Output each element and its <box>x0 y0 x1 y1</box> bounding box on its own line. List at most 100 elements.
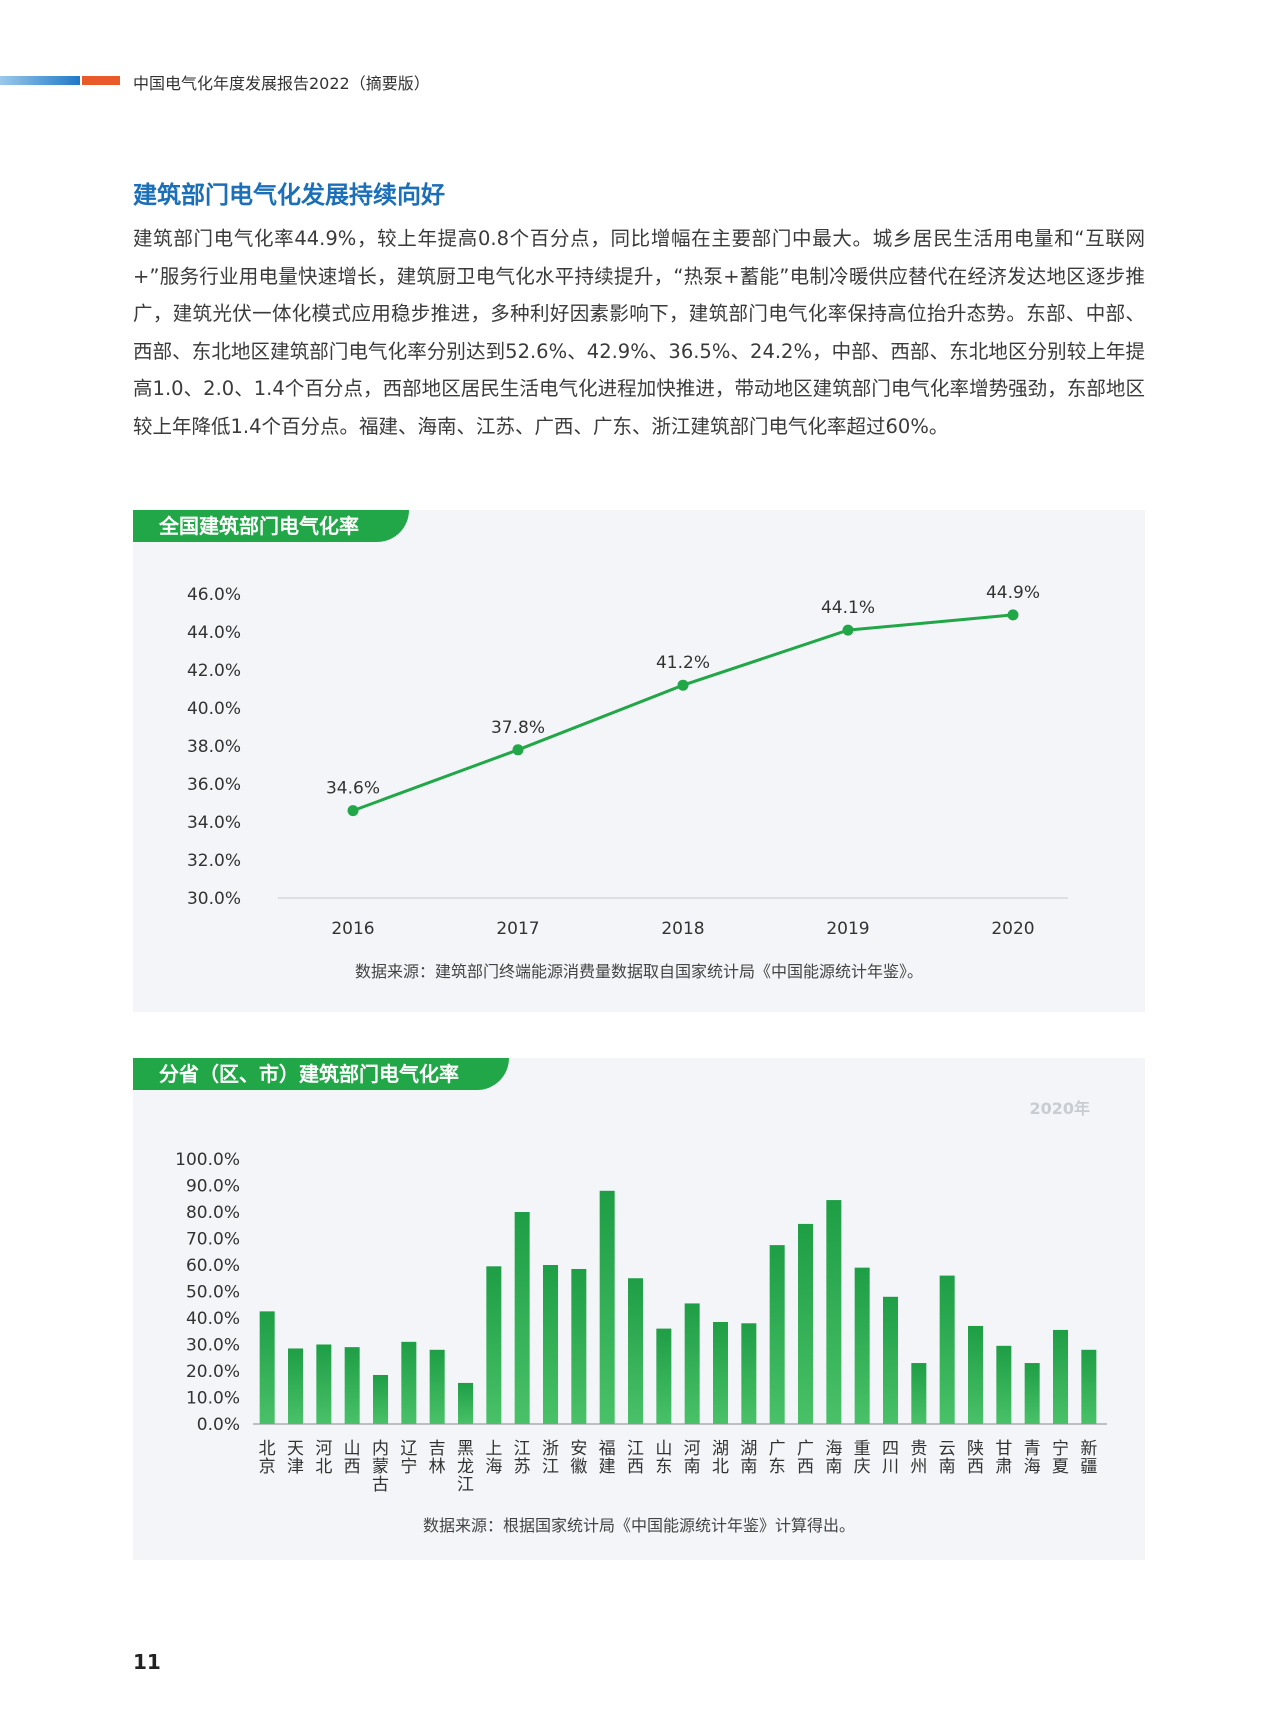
national-chart-source: 数据来源：建筑部门终端能源消费量数据取自国家统计局《中国能源统计年鉴》。 <box>354 962 923 981</box>
y-tick-label: 38.0% <box>187 737 241 757</box>
x-tick-label: 2016 <box>331 919 374 939</box>
x-tick-label: 河南 <box>684 1439 701 1477</box>
bar <box>316 1344 332 1424</box>
bar <box>288 1348 303 1424</box>
page-number: 11 <box>133 1650 161 1674</box>
y-tick-label: 50.0% <box>186 1283 240 1303</box>
y-tick-label: 100.0% <box>175 1150 240 1170</box>
bar <box>1053 1329 1068 1424</box>
y-tick-label: 32.0% <box>187 851 241 871</box>
y-tick-label: 46.0% <box>187 585 241 605</box>
bar <box>769 1245 785 1424</box>
y-tick-label: 42.0% <box>187 661 241 681</box>
data-point <box>347 805 359 817</box>
header-accent-bar-orange <box>82 76 120 85</box>
x-tick-label: 内蒙古 <box>372 1439 389 1495</box>
bar <box>883 1296 898 1424</box>
bar <box>939 1275 955 1424</box>
x-tick-label: 宁夏 <box>1052 1439 1069 1477</box>
x-tick-label: 云南 <box>939 1439 956 1477</box>
x-tick-label: 青海 <box>1024 1439 1041 1477</box>
y-tick-label: 20.0% <box>186 1362 240 1382</box>
bar <box>741 1323 757 1424</box>
x-tick-label: 2018 <box>661 919 704 939</box>
x-tick-label: 陕西 <box>967 1439 984 1477</box>
report-header-title: 中国电气化年度发展报告2022（摘要版） <box>133 74 430 93</box>
bar <box>259 1311 275 1424</box>
bar <box>713 1321 728 1424</box>
y-tick-label: 34.0% <box>187 813 241 833</box>
y-tick-label: 44.0% <box>187 623 241 643</box>
x-tick-label: 上海 <box>485 1439 502 1477</box>
x-tick-label: 海南 <box>825 1439 842 1477</box>
bar <box>599 1190 615 1424</box>
x-tick-label: 山西 <box>344 1439 361 1477</box>
bar <box>571 1268 587 1424</box>
data-label: 34.6% <box>326 779 380 799</box>
provincial-chart-panel: 分省（区、市）建筑部门电气化率 2020年 0.0% 10.0% 20.0% 30.0… <box>133 1058 1145 1560</box>
bar <box>429 1349 445 1424</box>
data-label: 41.2% <box>656 653 710 673</box>
chart-year-note: 2020年 <box>1029 1099 1090 1118</box>
y-tick-label: 30.0% <box>186 1336 240 1356</box>
y-tick-label: 90.0% <box>186 1177 240 1197</box>
bar <box>514 1212 530 1424</box>
data-label: 37.8% <box>491 718 545 738</box>
x-tick-label: 浙江 <box>542 1439 559 1477</box>
bar <box>401 1341 417 1424</box>
x-tick-label: 2017 <box>496 919 539 939</box>
y-tick-label: 0.0% <box>197 1415 240 1435</box>
x-tick-label: 福建 <box>599 1439 616 1477</box>
x-tick-label: 四川 <box>882 1439 899 1477</box>
provincial-bar-chart: 0.0% 10.0% 20.0% 30.0% 40.0% 50.0% 60.0% 70.0% 8… <box>175 1150 1107 1495</box>
x-tick-label: 河北 <box>315 1439 332 1477</box>
x-tick-label: 山东 <box>655 1439 672 1477</box>
provincial-chart-title-tag: 分省（区、市）建筑部门电气化率 <box>133 1058 519 1090</box>
data-label: 44.1% <box>821 598 875 618</box>
x-tick-label: 黑龙江 <box>457 1439 474 1495</box>
x-tick-label: 重庆 <box>854 1439 871 1477</box>
y-tick-label: 70.0% <box>186 1230 240 1250</box>
provincial-chart-source: 数据来源：根据国家统计局《中国能源统计年鉴》计算得出。 <box>422 1516 855 1535</box>
y-tick-label: 80.0% <box>186 1203 240 1223</box>
bar <box>1024 1363 1040 1424</box>
x-tick-label: 湖南 <box>740 1439 757 1477</box>
x-tick-label: 辽宁 <box>400 1439 417 1477</box>
bar <box>628 1278 643 1424</box>
x-tick-label: 2019 <box>826 919 869 939</box>
y-tick-label: 30.0% <box>187 889 241 909</box>
header-accent-bar-blue <box>0 76 80 85</box>
x-tick-label: 广东 <box>769 1439 786 1477</box>
bar <box>373 1374 388 1424</box>
bar <box>684 1303 700 1424</box>
data-point <box>842 624 854 636</box>
section-body-text: 建筑部门电气化率44.9%，较上年提高0.8个百分点，同比增幅在主要部门中最大。… <box>133 227 1145 438</box>
bar <box>543 1265 558 1424</box>
bar <box>826 1200 842 1424</box>
x-tick-label: 江西 <box>627 1439 644 1477</box>
y-tick-label: 10.0% <box>186 1389 240 1409</box>
bar <box>854 1267 870 1424</box>
x-tick-label: 贵州 <box>910 1439 927 1477</box>
bar <box>458 1382 473 1424</box>
bar <box>656 1328 672 1424</box>
x-tick-label: 广西 <box>797 1439 814 1477</box>
data-point <box>512 744 524 756</box>
series-line <box>352 613 1014 813</box>
y-tick-label: 40.0% <box>186 1309 240 1329</box>
bar <box>486 1266 502 1424</box>
national-chart-panel: 全国建筑部门电气化率 30.0% 32.0% 34.0% 36.0% 38.0% 40.0… <box>133 510 1145 1012</box>
y-tick-label: 40.0% <box>187 699 241 719</box>
data-label: 44.9% <box>986 583 1040 603</box>
x-tick-label: 安徽 <box>570 1439 587 1477</box>
y-tick-label: 60.0% <box>186 1256 240 1276</box>
data-point <box>1007 609 1019 621</box>
bar <box>344 1347 360 1424</box>
x-tick-label: 天津 <box>287 1439 304 1477</box>
bar <box>1081 1349 1097 1424</box>
y-tick-label: 36.0% <box>187 775 241 795</box>
data-point <box>677 679 689 691</box>
x-tick-label: 江苏 <box>514 1439 531 1477</box>
bar <box>968 1325 983 1424</box>
national-line-chart: 30.0% 32.0% 34.0% 36.0% 38.0% 40.0% 42.0% 44.0%… <box>187 583 1068 939</box>
